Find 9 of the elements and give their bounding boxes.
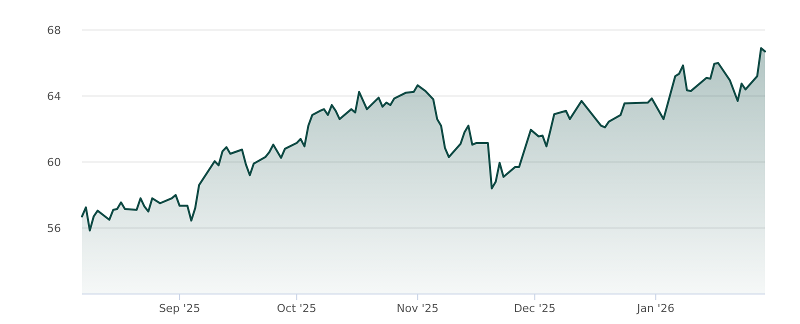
x-tick-label: Nov '25: [396, 302, 439, 315]
x-tick-label: Jan '26: [636, 302, 674, 315]
y-tick-label: 64: [47, 90, 61, 103]
y-tick-label: 56: [47, 222, 61, 235]
x-tick-label: Sep '25: [158, 302, 200, 315]
y-tick-label: 60: [47, 156, 61, 169]
x-tick-label: Oct '25: [276, 302, 316, 315]
x-tick-label: Dec '25: [514, 302, 556, 315]
y-tick-label: 68: [47, 24, 61, 37]
